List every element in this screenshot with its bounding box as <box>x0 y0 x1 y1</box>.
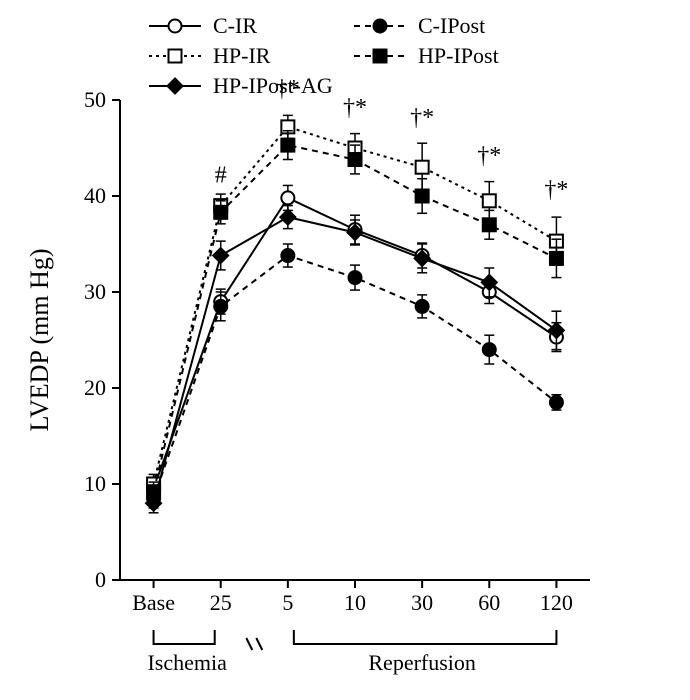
svg-text:#: # <box>215 162 227 188</box>
svg-text:C-IPost: C-IPost <box>418 13 485 38</box>
svg-text:HP-IPost: HP-IPost <box>418 43 499 68</box>
svg-text:HP-IR: HP-IR <box>213 43 271 68</box>
svg-text:†*: †* <box>343 95 367 121</box>
legend-item-HP-IPost: HP-IPost <box>354 43 499 68</box>
svg-text:HP-IPost-AG: HP-IPost-AG <box>213 73 333 98</box>
svg-text:5: 5 <box>282 590 293 615</box>
series-C-IPost <box>147 244 563 508</box>
svg-text:25: 25 <box>210 590 232 615</box>
legend-item-C-IPost: C-IPost <box>354 13 485 38</box>
svg-text:50: 50 <box>84 87 106 112</box>
svg-text:Ischemia: Ischemia <box>147 650 227 675</box>
svg-text:30: 30 <box>84 279 106 304</box>
svg-text:40: 40 <box>84 183 106 208</box>
lvedp-chart: 0 10 20 30 40 50 LVEDP (mm Hg) Base 25 5 10 30 60 120… <box>0 0 690 700</box>
svg-text:†*: †* <box>544 177 568 203</box>
svg-text:C-IR: C-IR <box>213 13 257 38</box>
svg-text:LVEDP (mm Hg): LVEDP (mm Hg) <box>25 249 54 432</box>
legend-item-HP-IR: HP-IR <box>149 43 271 68</box>
svg-text:20: 20 <box>84 375 106 400</box>
legend-item-HP-IPost-AG: HP-IPost-AG <box>149 73 333 98</box>
legend-item-C-IR: C-IR <box>149 13 257 38</box>
svg-text:0: 0 <box>95 567 106 592</box>
svg-text:120: 120 <box>540 590 573 615</box>
svg-text:†*: †* <box>477 143 501 169</box>
svg-text:Reperfusion: Reperfusion <box>368 650 476 675</box>
svg-text:10: 10 <box>84 471 106 496</box>
svg-text:Base: Base <box>132 590 175 615</box>
svg-text:†*: †* <box>410 105 434 131</box>
series-HP-IPost <box>147 131 563 502</box>
svg-text:60: 60 <box>478 590 500 615</box>
svg-text:10: 10 <box>344 590 366 615</box>
svg-text:30: 30 <box>411 590 433 615</box>
